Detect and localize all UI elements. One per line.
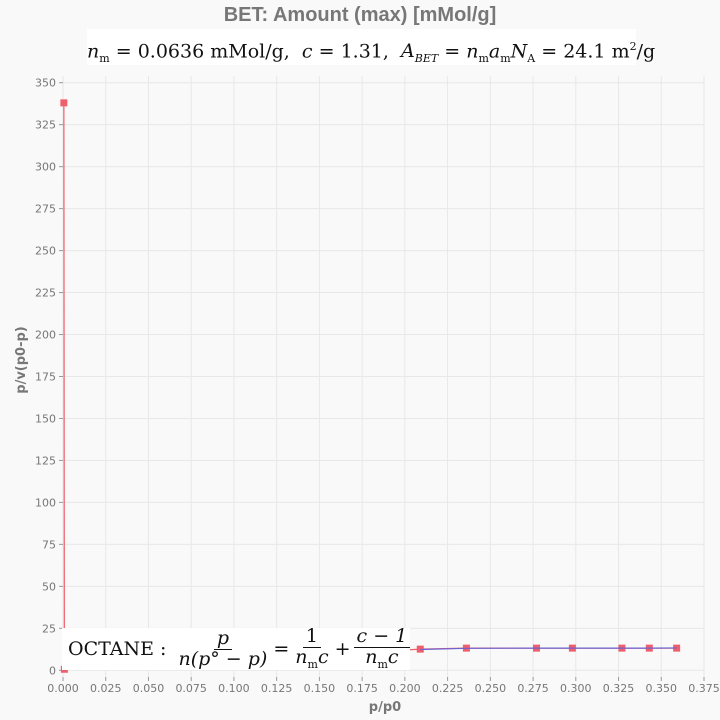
x-tick-label: 0.375 xyxy=(688,682,720,695)
c-value: 1.31 xyxy=(340,40,383,63)
rhs-denominator-2: n xyxy=(365,646,378,669)
fit-line xyxy=(420,647,677,651)
x-tick-label: 0.175 xyxy=(346,682,378,695)
rhs-fraction-2: c − 1 nmc xyxy=(353,628,410,670)
y-tick-label: 100 xyxy=(35,496,56,509)
x-tick-label: 0.325 xyxy=(603,682,635,695)
lhs-fraction: p n(p° − p) xyxy=(175,628,270,670)
nm-value: 0.0636 xyxy=(137,40,205,63)
annotation-label: OCTANE xyxy=(68,638,154,660)
rhs-fraction-1: 1 nmc xyxy=(295,628,329,670)
fit-parameters: nm = 0.0636 mMol/g, c = 1.31, ABET = nma… xyxy=(87,29,655,65)
rhs-denominator-1: n xyxy=(295,646,308,669)
axes: 0.000 0.025 0.050 0.075 0.100 0.125 0.150 0.175… xyxy=(35,77,720,695)
x-tick-label: 0.000 xyxy=(47,682,79,695)
rhs-numerator-1: 1 xyxy=(302,628,321,649)
y-tick-label: 350 xyxy=(35,77,56,90)
lhs-numerator: p xyxy=(216,628,229,649)
x-tick-label: 0.150 xyxy=(304,682,336,695)
x-tick-label: 0.200 xyxy=(389,682,421,695)
area-unit-tail: /g xyxy=(636,40,656,63)
y-tick-label: 25 xyxy=(42,622,56,635)
x-axis-label: p/p0 xyxy=(369,700,401,715)
x-tick-label: 0.100 xyxy=(218,682,250,695)
data-line xyxy=(63,102,677,670)
nm-unit: mMol/g xyxy=(210,40,284,63)
y-tick-label: 50 xyxy=(42,580,56,593)
y-tick-label: 225 xyxy=(35,287,56,300)
y-tick-label: 200 xyxy=(35,329,56,342)
area-unit-exp: 2 xyxy=(629,40,637,53)
grid xyxy=(62,76,705,677)
y-tick-label: 150 xyxy=(35,412,56,425)
x-tick-label: 0.225 xyxy=(432,682,464,695)
area-value: 24.1 xyxy=(563,40,606,63)
x-tick-label: 0.250 xyxy=(475,682,507,695)
y-tick-label: 75 xyxy=(42,538,56,551)
chart-title: BET: Amount (max) [mMol/g] xyxy=(224,4,497,26)
y-tick-label: 300 xyxy=(35,161,56,174)
x-tick-label: 0.275 xyxy=(517,682,549,695)
data-point xyxy=(60,99,68,107)
x-tick-label: 0.025 xyxy=(90,682,122,695)
x-tick-label: 0.350 xyxy=(646,682,678,695)
y-tick-label: 325 xyxy=(35,119,56,132)
y-tick-label: 0 xyxy=(49,664,56,677)
x-tick-label: 0.075 xyxy=(175,682,207,695)
bet-equation-annotation: OCTANE : p n(p° − p) = 1 nmc + c − 1 nmc… xyxy=(62,628,410,670)
x-tick-label: 0.300 xyxy=(560,682,592,695)
x-tick-label: 0.125 xyxy=(261,682,293,695)
y-axis-label: p/v(p0-p) xyxy=(14,326,29,393)
rhs-numerator-2: c − 1 xyxy=(356,628,408,648)
y-tick-label: 125 xyxy=(35,454,56,467)
x-tick-label: 0.050 xyxy=(133,682,165,695)
y-tick-label: 275 xyxy=(35,203,56,216)
y-tick-label: 250 xyxy=(35,245,56,258)
lhs-denominator: n(p° − p) xyxy=(178,647,268,670)
area-unit: m xyxy=(611,40,630,63)
y-tick-label: 175 xyxy=(35,371,56,384)
